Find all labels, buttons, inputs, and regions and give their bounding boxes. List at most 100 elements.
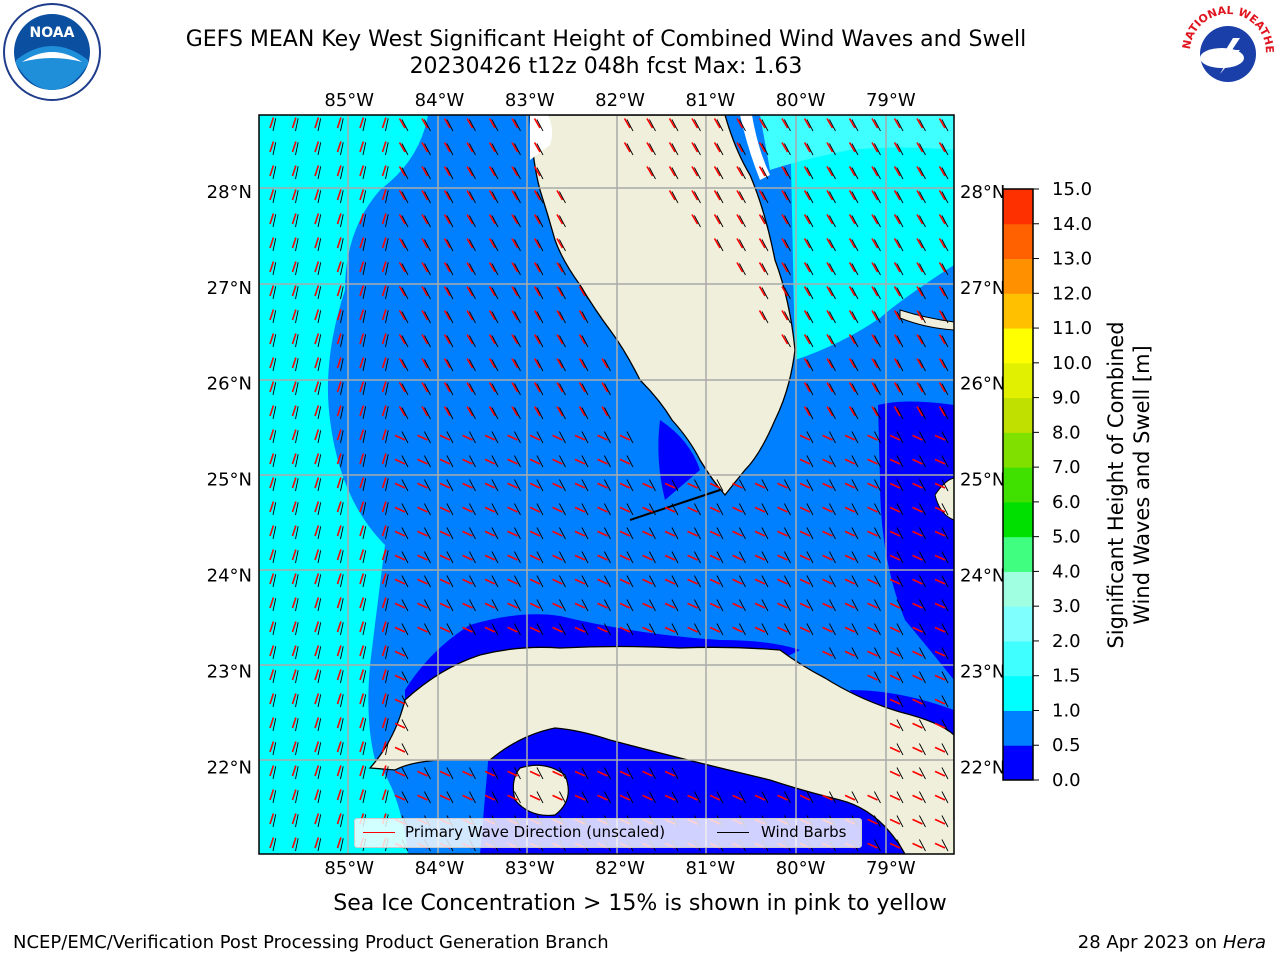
wind-barb xyxy=(761,527,769,540)
wave-direction-arrow xyxy=(336,189,342,201)
lat-tick-right: 27°N xyxy=(960,278,1005,299)
wind-barb xyxy=(340,622,344,636)
lat-tick-left: 23°N xyxy=(207,662,252,683)
wave-direction-arrow xyxy=(736,190,744,201)
wind-barb xyxy=(873,143,881,156)
wave-direction-arrow xyxy=(781,286,789,297)
wave-direction-arrow xyxy=(336,285,342,297)
wave-direction-arrow xyxy=(687,506,698,513)
wind-barb xyxy=(295,838,299,852)
wind-barb xyxy=(873,479,881,492)
wind-barb xyxy=(340,142,344,156)
wave-direction-arrow xyxy=(398,262,406,273)
wind-barb xyxy=(513,527,521,540)
wave-direction-arrow xyxy=(844,626,856,633)
wind-barb xyxy=(317,622,322,636)
wave-direction-arrow xyxy=(511,286,519,297)
wind-barb xyxy=(873,287,881,300)
wave-direction-arrow xyxy=(336,549,342,561)
wave-direction-arrow xyxy=(269,381,275,393)
wind-barb xyxy=(536,767,544,780)
wind-barb xyxy=(317,838,322,852)
wave-direction-arrow xyxy=(781,190,789,201)
wave-direction-arrow xyxy=(359,645,365,657)
wind-barb xyxy=(446,599,454,612)
wind-barb xyxy=(491,335,499,348)
wave-direction-arrow xyxy=(556,334,564,345)
wave-direction-arrow xyxy=(758,118,766,129)
wind-barb xyxy=(317,238,322,252)
wave-direction-arrow xyxy=(552,770,563,777)
wind-barb xyxy=(581,311,589,324)
colorbar-segment xyxy=(1003,467,1033,503)
wave-direction-arrow xyxy=(421,142,429,153)
wave-direction-arrow xyxy=(314,717,320,729)
wave-direction-arrow xyxy=(381,405,387,417)
wind-barb xyxy=(446,119,454,132)
wave-direction-arrow xyxy=(642,482,653,489)
wind-barb xyxy=(401,191,409,204)
colorbar-segment xyxy=(1003,223,1033,260)
wave-direction-arrow xyxy=(732,506,743,513)
wave-direction-arrow xyxy=(912,746,923,753)
wind-barb xyxy=(806,215,814,228)
wave-direction-arrow xyxy=(291,477,297,489)
wind-barb xyxy=(873,839,881,852)
ocean-deep-east xyxy=(878,401,954,680)
wave-direction-arrow xyxy=(754,578,766,585)
wave-direction-arrow xyxy=(484,794,496,801)
wind-barb xyxy=(385,262,389,276)
wind-barb xyxy=(918,455,926,468)
wave-direction-arrow xyxy=(597,554,608,561)
wind-barb xyxy=(671,599,679,612)
wave-direction-arrow xyxy=(893,238,901,249)
wind-barb xyxy=(693,167,701,180)
wind-barb xyxy=(340,214,344,228)
lon-tick-top: 84°W xyxy=(415,90,465,111)
wave-direction-arrow xyxy=(867,506,878,513)
wave-direction-arrow xyxy=(488,238,496,249)
chart-title: GEFS MEAN Key West Significant Height of… xyxy=(185,27,1027,52)
wind-barb xyxy=(941,575,949,588)
wave-direction-arrow xyxy=(314,477,320,489)
wave-direction-arrow xyxy=(488,262,496,273)
wind-barb xyxy=(272,766,277,780)
wind-barb xyxy=(536,239,544,252)
wave-direction-arrow xyxy=(417,626,428,633)
wave-direction-arrow xyxy=(664,506,676,513)
wind-barb xyxy=(513,263,521,276)
wind-barb xyxy=(295,310,299,324)
wave-direction-arrow xyxy=(269,237,275,249)
wind-barb xyxy=(603,431,611,444)
wave-direction-arrow xyxy=(619,530,631,537)
wind-barb xyxy=(693,527,701,540)
wave-direction-arrow xyxy=(867,530,878,537)
wind-barb xyxy=(317,358,322,372)
wave-direction-arrow xyxy=(938,406,946,417)
wind-barb xyxy=(558,263,566,276)
lat-tick-right: 24°N xyxy=(960,566,1005,587)
wave-direction-arrow xyxy=(443,190,451,201)
wind-barb xyxy=(918,815,926,828)
wind-barb xyxy=(468,599,476,612)
wind-barb xyxy=(806,503,814,516)
wave-direction-arrow xyxy=(668,190,676,201)
wave-direction-arrow xyxy=(619,482,631,489)
wave-direction-arrow xyxy=(889,770,901,777)
wind-barb xyxy=(340,502,344,516)
wind-barb xyxy=(828,431,836,444)
wave-direction-arrow xyxy=(421,166,429,177)
lat-tick-left: 28°N xyxy=(207,182,252,203)
wave-direction-arrow xyxy=(781,310,789,321)
wind-barb xyxy=(446,263,454,276)
wind-barb xyxy=(761,311,769,324)
wind-barb xyxy=(513,335,521,348)
wind-barb xyxy=(295,790,299,804)
wind-barb xyxy=(423,791,431,804)
wind-barb xyxy=(851,311,859,324)
wind-barb xyxy=(491,455,499,468)
wind-barb xyxy=(423,407,431,420)
wave-direction-arrow xyxy=(848,406,856,417)
colorbar-segment xyxy=(1003,606,1033,642)
wave-direction-arrow xyxy=(574,578,586,585)
